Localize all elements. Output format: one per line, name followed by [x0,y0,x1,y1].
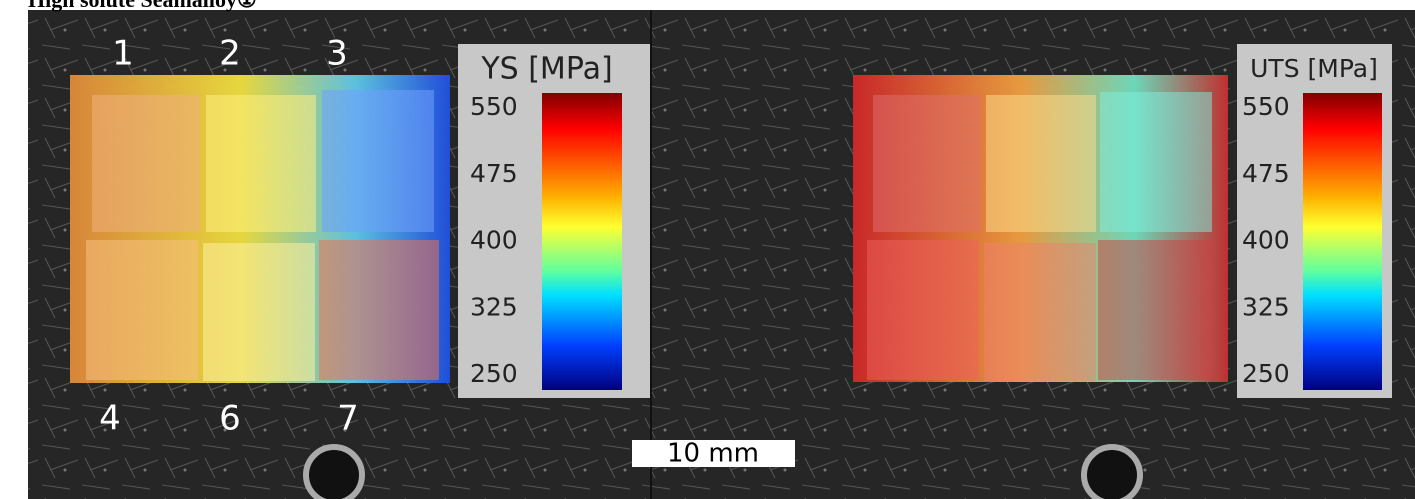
colorbar-tick-label: 550 [470,92,518,121]
specimen-label: 6 [219,399,241,439]
colorbar-label: UTS [MPa] [1250,54,1378,83]
specimen-label: 4 [99,399,121,439]
figure: High solute Seamalloy① YS [MPa] UTS [MPa… [0,0,1415,499]
colorbar-label: YS [MPa] [480,52,612,87]
colorbar-tick-label: 325 [1242,292,1290,321]
colorbar-tick-label: 475 [470,159,518,188]
specimen-label: 3 [326,34,348,74]
colorbar [1303,93,1382,390]
colorbar-tick-label: 250 [1242,359,1290,388]
title: High solute Seamalloy① [28,0,257,12]
colorbar-tick-label: 250 [470,359,518,388]
colorbar-tick-label: 475 [1242,159,1290,188]
colorbar [542,93,622,390]
scale-bar-label: 10 mm [667,439,759,469]
colorbar-tick-label: 400 [470,226,518,255]
specimen-label: 7 [337,399,359,439]
specimen-label: 2 [219,34,241,74]
specimen-label: 1 [112,34,134,74]
colorbar-tick-label: 325 [470,292,518,321]
colorbar-tick-label: 550 [1242,92,1290,121]
colorbar-tick-label: 400 [1242,226,1290,255]
hole [1084,447,1140,499]
hole [306,447,362,499]
